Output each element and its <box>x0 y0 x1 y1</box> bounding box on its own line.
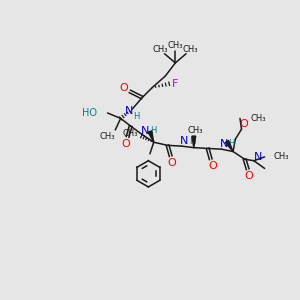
Text: O: O <box>168 158 177 168</box>
Text: O: O <box>208 161 217 171</box>
Text: O: O <box>245 171 254 181</box>
Text: H: H <box>189 137 195 146</box>
Text: HO: HO <box>82 108 97 118</box>
Text: O: O <box>122 139 130 149</box>
Text: CH₃: CH₃ <box>183 45 199 54</box>
Polygon shape <box>225 140 233 152</box>
Text: N: N <box>254 152 262 162</box>
Polygon shape <box>192 136 196 148</box>
Text: H: H <box>228 139 235 148</box>
Text: N: N <box>180 136 189 146</box>
Text: O: O <box>239 119 248 129</box>
Text: CH₃: CH₃ <box>123 128 138 137</box>
Text: F: F <box>172 79 178 89</box>
Text: O: O <box>119 83 128 93</box>
Text: CH₃: CH₃ <box>168 41 183 50</box>
Text: CH₃: CH₃ <box>188 126 203 135</box>
Polygon shape <box>148 131 154 142</box>
Text: H: H <box>134 112 140 121</box>
Text: N: N <box>125 106 133 116</box>
Text: N: N <box>220 139 228 149</box>
Text: CH₃: CH₃ <box>100 132 115 141</box>
Text: CH₃: CH₃ <box>251 114 266 123</box>
Text: CH₃: CH₃ <box>152 45 168 54</box>
Text: N: N <box>141 126 149 136</box>
Text: H: H <box>150 126 156 135</box>
Text: CH₃: CH₃ <box>274 152 290 161</box>
